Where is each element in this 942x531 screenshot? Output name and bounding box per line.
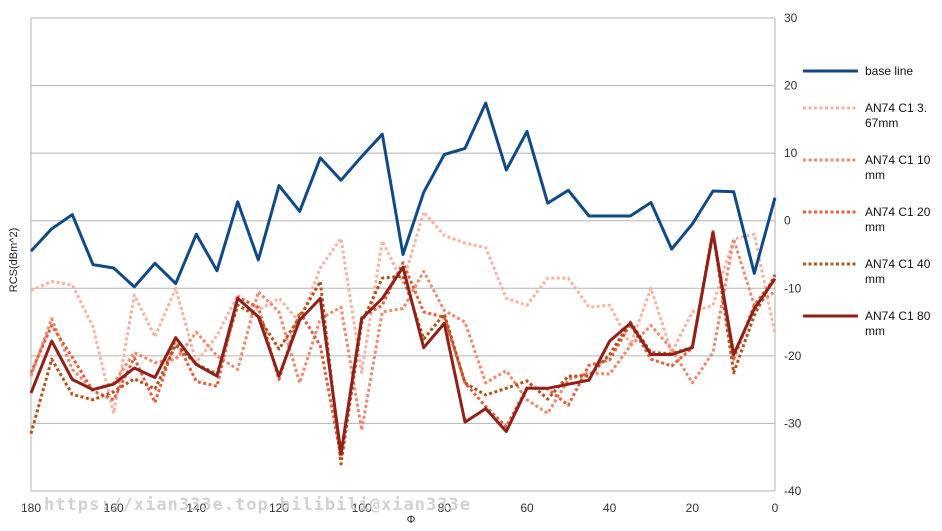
series-line-1 — [30, 210, 777, 415]
legend-label-3: AN74 C1 20 — [865, 205, 931, 219]
y-tick-label: -20 — [784, 349, 802, 363]
series-line-4 — [29, 229, 777, 466]
x-tick-label: 160 — [104, 501, 124, 515]
y-tick-label: 0 — [784, 214, 791, 228]
legend-label-3: mm — [865, 220, 885, 234]
y-tick-label: 10 — [784, 146, 798, 160]
y-tick-label: 30 — [784, 11, 798, 25]
y-tick-label: -10 — [784, 281, 802, 295]
y-axis-label: RCS(dBm^2) — [8, 228, 20, 292]
y-tick-labels: 30 20 10 0 -10 -20 -30 -40 — [784, 11, 802, 498]
y-tick-label: -40 — [784, 484, 802, 498]
legend-label-0: base line — [865, 64, 913, 78]
legend-label-2: mm — [865, 168, 885, 182]
legend-label-1: 67mm — [865, 116, 898, 130]
x-tick-label: 180 — [21, 501, 41, 515]
legend-label-4: AN74 C1 40 — [865, 257, 931, 271]
x-tick-label: 100 — [352, 501, 372, 515]
x-axis-label: Φ — [407, 514, 416, 526]
series-line-2 — [29, 237, 776, 432]
series-line-5 — [29, 231, 777, 456]
x-tick-label: 0 — [772, 501, 779, 515]
x-tick-label: 20 — [686, 501, 700, 515]
x-tick-label: 80 — [438, 501, 452, 515]
series-line-0 — [29, 101, 777, 289]
series-line-3 — [29, 230, 777, 459]
y-tick-label: -30 — [784, 416, 802, 430]
x-tick-label: 120 — [269, 501, 289, 515]
watermark-text: https://xian333e.top bilibili@xian333e — [44, 495, 471, 515]
y-tick-label: 20 — [784, 79, 798, 93]
series-layer — [29, 101, 777, 466]
legend-label-2: AN74 C1 10 — [865, 153, 931, 167]
legend-label-5: AN74 C1 80 — [865, 309, 931, 323]
x-tick-label: 60 — [520, 501, 534, 515]
legend-label-5: mm — [865, 324, 885, 338]
gridlines — [30, 17, 776, 492]
x-tick-label: 40 — [603, 501, 617, 515]
legend-label-1: AN74 C1 3. — [865, 101, 927, 115]
legend-label-4: mm — [865, 272, 885, 286]
x-tick-label: 140 — [186, 501, 206, 515]
x-tick-labels: 180 160 140 120 100 80 60 40 20 0 — [21, 501, 779, 515]
